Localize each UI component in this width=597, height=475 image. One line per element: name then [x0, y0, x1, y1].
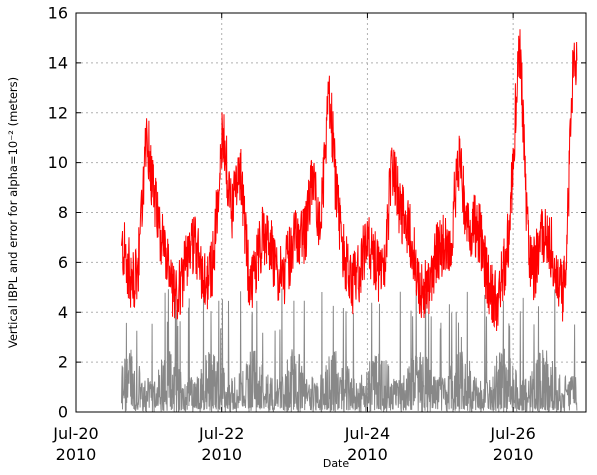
ibpl-series-line — [121, 29, 578, 332]
y-tick-label: 16 — [48, 4, 68, 23]
y-tick-label: 8 — [58, 203, 68, 222]
x-tick-label-year: 2010 — [56, 445, 97, 464]
y-tick-label: 2 — [58, 353, 68, 372]
y-tick-label: 10 — [48, 153, 68, 172]
tick-marks — [75, 12, 586, 413]
x-tick-label-year: 2010 — [347, 445, 388, 464]
x-tick-label-date: Jul-26 — [489, 424, 535, 443]
x-tick-label-date: Jul-24 — [344, 424, 390, 443]
x-tick-label-date: Jul-20 — [52, 424, 98, 443]
x-tick-label-year: 2010 — [201, 445, 242, 464]
series-layer — [121, 29, 578, 413]
x-tick-label-year: 2010 — [493, 445, 534, 464]
x-tick-labels: Jul-20 2010 Jul-22 2010 Jul-24 2010 Jul-26 2010 — [52, 424, 536, 464]
x-tick-label-date: Jul-22 — [198, 424, 244, 443]
y-axis-label: Vertical IBPL and error for alpha=10⁻² (… — [6, 77, 20, 348]
y-tick-labels: 0 2 4 6 8 10 12 14 16 — [48, 4, 68, 422]
y-tick-label: 12 — [48, 103, 68, 122]
error-series-line — [121, 288, 578, 413]
y-tick-label: 4 — [58, 303, 68, 322]
x-axis-label: Date — [323, 457, 350, 470]
y-tick-label: 6 — [58, 253, 68, 272]
y-tick-label: 14 — [48, 53, 68, 72]
y-tick-label: 0 — [58, 403, 68, 422]
